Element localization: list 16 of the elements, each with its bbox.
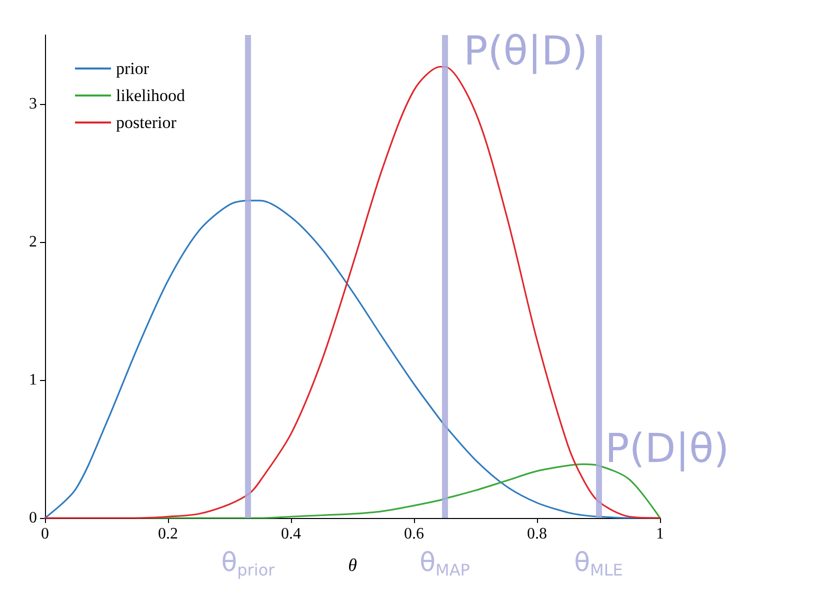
x-tick-label: 0.6	[404, 526, 424, 542]
y-tick-label: 1	[29, 372, 37, 388]
x-tick-label: 0.8	[527, 526, 547, 542]
legend-label: prior	[116, 59, 150, 78]
x-tick-label: 0.4	[281, 526, 301, 542]
x-tick-label: 0.2	[158, 526, 178, 542]
y-tick-label: 2	[29, 234, 37, 250]
annotation: P(D|θ)	[605, 426, 730, 472]
y-tick-label: 0	[29, 510, 37, 526]
x-tick-label: 1	[656, 526, 664, 542]
legend-label: posterior	[116, 113, 177, 132]
annotation: P(θ|D)	[464, 28, 588, 75]
y-tick-label: 3	[29, 96, 37, 112]
x-axis-title: θ	[348, 555, 358, 575]
x-tick-label: 0	[41, 526, 49, 542]
legend-label: likelihood	[116, 86, 186, 105]
